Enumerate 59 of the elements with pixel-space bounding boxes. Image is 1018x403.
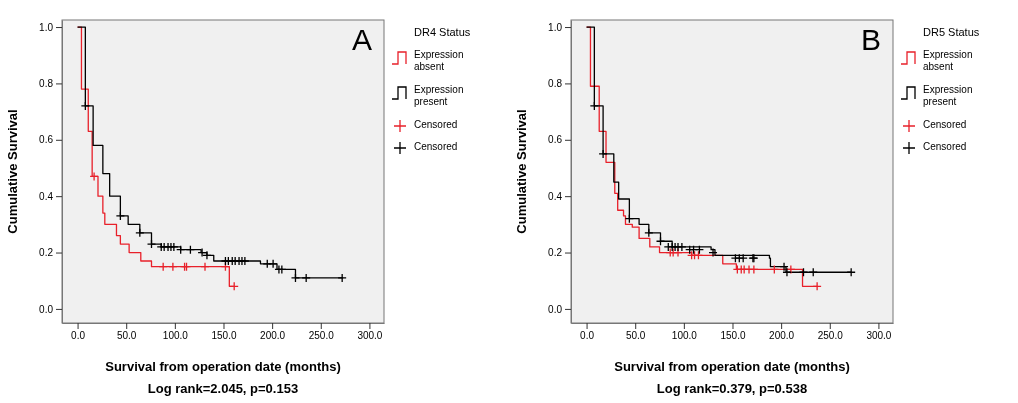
point — [812, 281, 822, 292]
text: Log rank=0.379, p=0.538 — [656, 381, 808, 396]
x-tick-label: 300.0 — [357, 330, 383, 342]
point — [708, 247, 718, 258]
point — [598, 149, 608, 159]
y-axis-title: Cumulative Survival — [5, 109, 20, 234]
point — [290, 273, 301, 283]
point — [89, 171, 99, 182]
point — [786, 264, 796, 275]
text: Log rank=2.045, p=0.153 — [147, 381, 299, 396]
y-tick-label: 0.4 — [39, 190, 54, 202]
point — [200, 261, 210, 272]
legend-label: Expression present — [414, 83, 464, 107]
y-tick-label: 0.2 — [548, 247, 563, 259]
x-tick-label: 150.0 — [211, 330, 237, 342]
y-tick-label: 1.0 — [548, 21, 563, 33]
y-tick-label: 0.0 — [548, 303, 563, 315]
legend-label: Censored — [923, 140, 967, 152]
x-axis-title: Survival from operation date (months) — [614, 359, 850, 374]
annotation: A — [351, 23, 372, 56]
point — [80, 101, 90, 111]
x-axis-title: Survival from operation date (months) — [105, 359, 341, 374]
y-tick-label: 0.8 — [39, 78, 54, 90]
legend-label: Censored — [414, 118, 458, 130]
annotation: B — [860, 23, 881, 56]
legend-label: Expression present — [923, 83, 973, 107]
legend-label: Expression absent — [414, 48, 464, 72]
legend-label: Expression absent — [923, 48, 973, 72]
x-tick-label: 200.0 — [769, 330, 795, 342]
y-tick-label: 0.2 — [39, 247, 54, 259]
y-tick-label: 0.0 — [39, 303, 54, 315]
x-tick-label: 0.0 — [580, 330, 595, 342]
x-tick-label: 0.0 — [71, 330, 86, 342]
point — [168, 261, 178, 272]
x-tick-label: 250.0 — [817, 330, 844, 342]
point — [589, 101, 599, 111]
x-tick-label: 100.0 — [162, 330, 189, 342]
point — [115, 211, 126, 221]
point — [301, 273, 311, 283]
legend-title: DR5 Status — [923, 26, 980, 38]
x-tick-label: 100.0 — [671, 330, 698, 342]
point — [749, 264, 759, 275]
y-tick-label: 0.4 — [548, 190, 563, 202]
x-tick-label: 150.0 — [720, 330, 746, 342]
y-tick-label: 1.0 — [39, 21, 54, 33]
x-tick-label: 300.0 — [866, 330, 892, 342]
legend-label: Censored — [923, 118, 967, 130]
y-axis-title: Cumulative Survival — [514, 109, 529, 234]
legend-label: Censored — [414, 140, 458, 152]
y-tick-label: 0.6 — [39, 134, 54, 146]
x-tick-label: 250.0 — [308, 330, 335, 342]
point — [337, 273, 347, 283]
legend-title: DR4 Status — [414, 26, 471, 38]
y-tick-label: 0.8 — [548, 78, 563, 90]
x-tick-label: 50.0 — [116, 330, 137, 342]
y-tick-label: 0.6 — [548, 134, 563, 146]
x-tick-label: 50.0 — [625, 330, 646, 342]
point — [146, 239, 157, 249]
x-tick-label: 200.0 — [260, 330, 286, 342]
